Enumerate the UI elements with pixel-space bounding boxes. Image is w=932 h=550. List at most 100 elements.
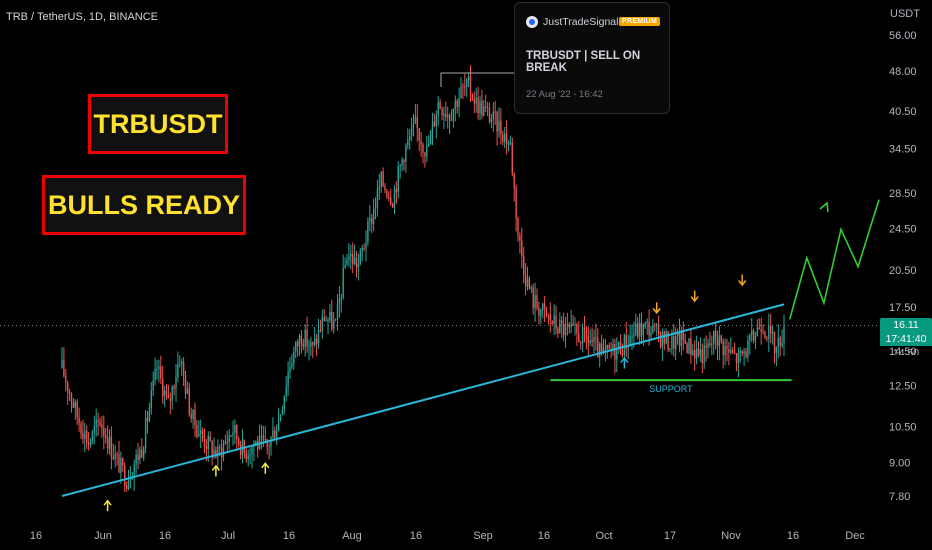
y-tick-label: 14.50 <box>889 346 917 358</box>
candle-body <box>291 364 293 367</box>
candle-body <box>486 107 489 109</box>
candle-body <box>363 248 365 250</box>
candle-body <box>353 257 356 265</box>
candle-body <box>397 166 399 193</box>
candle-body <box>562 323 565 336</box>
candle-body <box>557 328 559 333</box>
candle-body <box>424 152 426 157</box>
candle-body <box>496 111 498 132</box>
support-label: SUPPORT <box>649 384 693 394</box>
candle-body <box>775 346 778 354</box>
y-tick-label: 34.50 <box>889 143 917 155</box>
candle-body <box>568 324 570 328</box>
candle-body <box>228 435 230 442</box>
y-tick-label: 9.00 <box>889 458 910 470</box>
candle-body <box>764 332 766 338</box>
candle-body <box>74 401 76 408</box>
candle-body <box>528 278 531 289</box>
y-tick-label: 12.50 <box>889 381 917 393</box>
candle-body <box>608 345 610 349</box>
candle-body <box>684 340 686 344</box>
candle-body <box>306 329 308 347</box>
candle-body <box>414 116 417 124</box>
candle-body <box>82 433 84 439</box>
candle-body <box>680 330 683 347</box>
candle-body <box>325 320 327 322</box>
candle-body <box>175 377 177 389</box>
candle-body <box>695 348 698 359</box>
last-price: 16.11 <box>893 319 919 331</box>
candle-body <box>308 346 310 348</box>
candle-body <box>171 386 173 401</box>
candle-body <box>101 424 103 428</box>
candle-body <box>621 354 624 356</box>
candle-body <box>773 331 776 354</box>
candle-body <box>129 479 132 481</box>
candle-body <box>749 335 751 341</box>
candle-body <box>661 331 664 348</box>
candle-body <box>450 120 453 122</box>
candle-body <box>447 114 449 117</box>
candle-body <box>336 303 339 320</box>
currency-label: USDT <box>890 8 920 20</box>
candle-body <box>671 335 673 349</box>
candle-body <box>543 303 546 308</box>
candle-body <box>108 436 111 449</box>
candle-body <box>350 253 352 257</box>
candle-body <box>625 334 627 349</box>
candle-body <box>409 136 411 140</box>
candle-body <box>490 118 493 122</box>
candle-body <box>572 323 574 326</box>
candle-body <box>262 435 265 440</box>
candle-body <box>378 187 380 190</box>
candle-body <box>631 336 633 338</box>
candle-body <box>68 391 71 394</box>
candle-body <box>266 439 268 447</box>
candle-body <box>194 409 196 426</box>
candle-body <box>319 330 322 332</box>
idea-title[interactable]: TRBUSDT | SELL ON BREAK <box>526 50 641 74</box>
candle-body <box>469 76 472 95</box>
candle-body <box>540 310 542 316</box>
candle-body <box>479 100 481 114</box>
candle-body <box>122 458 124 466</box>
candle-body <box>654 325 656 327</box>
idea-author[interactable]: JustTradeSignals <box>543 16 624 28</box>
candle-body <box>534 295 536 309</box>
candle-body <box>692 350 694 355</box>
candle-body <box>707 343 709 348</box>
signal-arrows <box>103 274 747 512</box>
candle-body <box>300 335 303 344</box>
candle-body <box>676 331 679 337</box>
candle-body <box>587 335 589 344</box>
y-tick-label: 20.50 <box>889 265 917 277</box>
idea-card[interactable]: JustTradeSignals PREMIUM TRBUSDT | SELL … <box>514 2 670 114</box>
candle-body <box>156 368 158 370</box>
candle-body <box>158 366 160 369</box>
candle-body <box>604 348 607 350</box>
candle-body <box>207 436 209 449</box>
candle-body <box>399 165 401 167</box>
candle-body <box>762 331 764 333</box>
candle-body <box>690 338 692 355</box>
candle-body <box>777 337 779 347</box>
candle-body <box>752 330 755 341</box>
symbol-header[interactable]: TRB / TetherUS, 1D, BINANCE <box>6 11 159 23</box>
candle-body <box>405 145 407 163</box>
ascending-trendline <box>61 303 785 497</box>
y-tick-label: 24.50 <box>889 223 917 235</box>
candle-body <box>504 133 506 142</box>
candle-body <box>315 338 318 344</box>
candle-body <box>95 419 97 427</box>
candle-body <box>412 123 415 127</box>
candle-body <box>428 143 430 147</box>
candle-body <box>561 320 563 324</box>
candle-body <box>754 335 757 341</box>
up-arrow-icon <box>103 499 112 512</box>
candle-body <box>70 393 73 403</box>
candle-body <box>393 188 396 208</box>
candle-body <box>513 173 515 188</box>
candle-body <box>283 395 285 410</box>
candle-body <box>616 347 618 360</box>
candle-body <box>498 120 500 132</box>
